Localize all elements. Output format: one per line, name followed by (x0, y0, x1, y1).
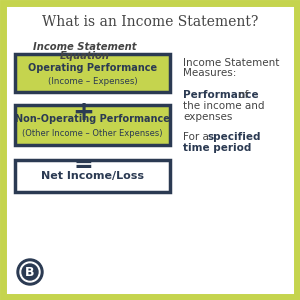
Text: the income and: the income and (183, 101, 265, 111)
Text: Net Income/Loss: Net Income/Loss (41, 171, 144, 181)
Text: time period: time period (183, 143, 251, 153)
Circle shape (17, 259, 43, 285)
Text: expenses: expenses (183, 112, 232, 122)
Text: Performance: Performance (183, 90, 259, 100)
Text: Operating Performance: Operating Performance (28, 63, 157, 74)
Text: Non-Operating Performance: Non-Operating Performance (15, 114, 170, 124)
Text: Income Statement: Income Statement (33, 42, 137, 52)
Text: For a: For a (183, 132, 212, 142)
Circle shape (20, 262, 40, 282)
Text: (Income – Expenses): (Income – Expenses) (48, 77, 137, 86)
Text: B: B (25, 266, 35, 278)
Text: Measures:: Measures: (183, 68, 236, 78)
Circle shape (22, 264, 38, 280)
Text: specified: specified (207, 132, 260, 142)
Text: (Other Income – Other Expenses): (Other Income – Other Expenses) (22, 129, 163, 138)
FancyBboxPatch shape (15, 54, 170, 92)
Text: Income Statement: Income Statement (183, 58, 279, 68)
Text: What is an Income Statement?: What is an Income Statement? (42, 15, 258, 29)
Text: Equation: Equation (60, 51, 110, 61)
FancyBboxPatch shape (15, 160, 170, 192)
Text: +: + (72, 100, 94, 126)
FancyBboxPatch shape (15, 105, 170, 145)
Text: of: of (235, 90, 248, 100)
Text: =: = (73, 153, 93, 177)
